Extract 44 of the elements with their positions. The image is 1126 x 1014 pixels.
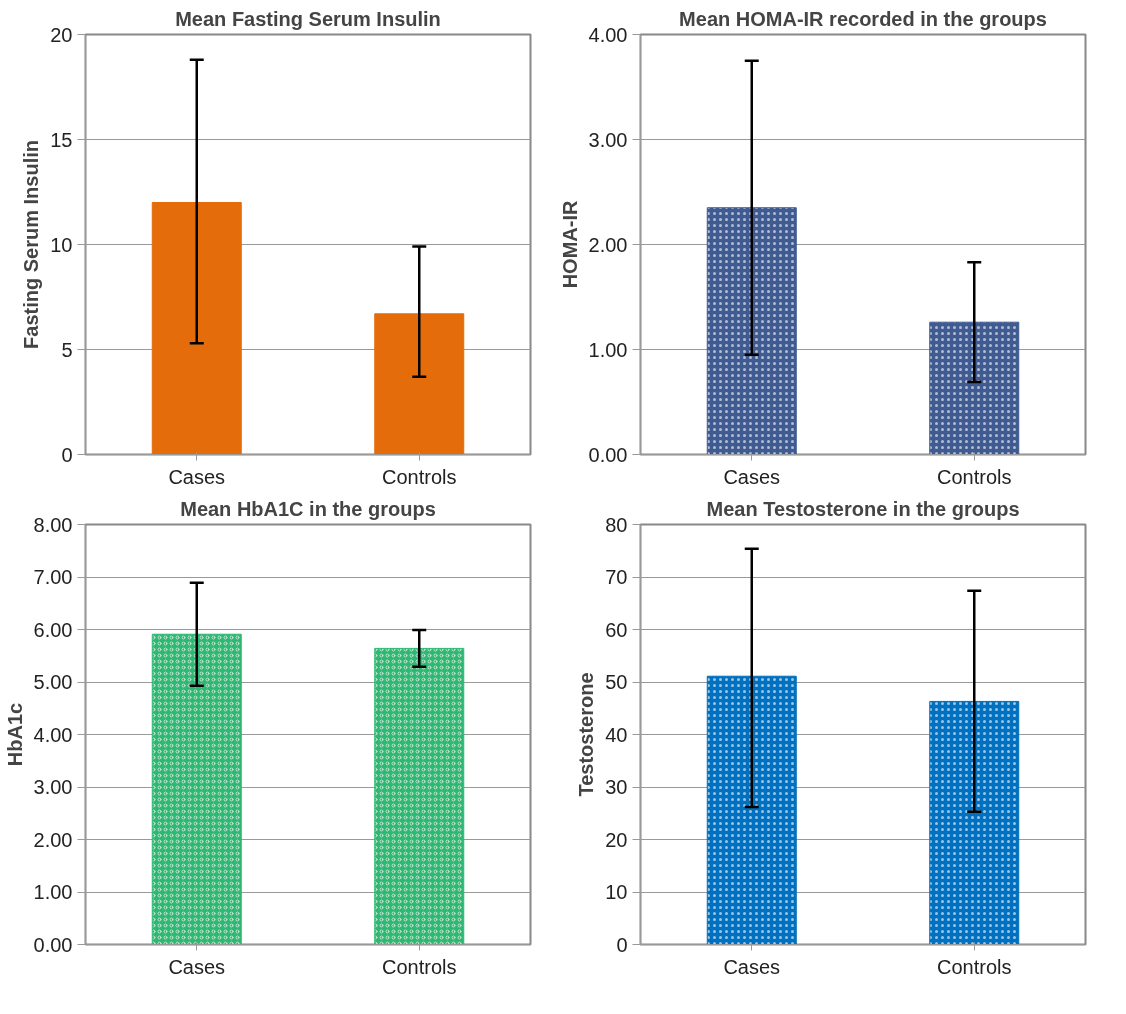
x-tick-label: Controls [382, 465, 457, 488]
y-axis-title: Fasting Serum Insulin [20, 140, 43, 349]
y-tick-label: 5 [61, 338, 73, 361]
x-tick-label: Controls [937, 465, 1012, 488]
y-tick-label: 0 [61, 443, 73, 466]
y-tick-label: 8.00 [33, 513, 73, 536]
x-tick-label: Cases [723, 955, 781, 978]
y-axis-title: HbA1c [3, 702, 26, 767]
y-axis-title: HOMA-IR [558, 200, 581, 289]
y-tick-label: 5.00 [33, 671, 73, 693]
y-tick-label: 50 [605, 671, 628, 693]
x-tick-label: Cases [723, 465, 781, 488]
y-tick-label: 2.00 [588, 233, 628, 256]
y-tick-label: 0.00 [33, 933, 73, 956]
chart-title: Mean HOMA-IR recorded in the groups [679, 7, 1047, 30]
y-tick-label: 40 [605, 723, 628, 746]
y-tick-label: 0 [616, 933, 628, 956]
x-tick-label: Controls [382, 955, 457, 978]
y-tick-label: 30 [605, 776, 628, 798]
y-tick-label: 4.00 [588, 23, 628, 46]
y-tick-label: 6.00 [33, 618, 73, 641]
y-tick-label: 20 [605, 828, 628, 851]
y-tick-label: 60 [605, 618, 628, 641]
y-tick-label: 10 [605, 881, 628, 903]
y-tick-label: 10 [50, 233, 73, 256]
y-tick-label: 1.00 [588, 338, 628, 361]
y-tick-label: 15 [50, 128, 73, 151]
chart-title: Mean Fasting Serum Insulin [175, 7, 441, 30]
y-tick-label: 20 [50, 23, 73, 46]
y-tick-label: 1.00 [33, 881, 73, 903]
y-tick-label: 3.00 [588, 128, 628, 151]
y-axis-title: Testosterone [575, 672, 598, 797]
y-tick-label: 3.00 [33, 776, 73, 798]
y-tick-label: 7.00 [33, 566, 73, 588]
x-tick-label: Controls [937, 955, 1012, 978]
y-tick-label: 0.00 [588, 443, 628, 466]
y-tick-label: 2.00 [33, 828, 73, 851]
x-tick-label: Cases [168, 465, 226, 488]
x-tick-label: Cases [168, 955, 226, 978]
y-tick-label: 4.00 [33, 723, 73, 746]
chart-title: Mean Testosterone in the groups [706, 497, 1020, 520]
y-tick-label: 70 [605, 566, 628, 588]
chart-title: Mean HbA1C in the groups [180, 497, 436, 520]
y-tick-label: 80 [605, 513, 628, 536]
